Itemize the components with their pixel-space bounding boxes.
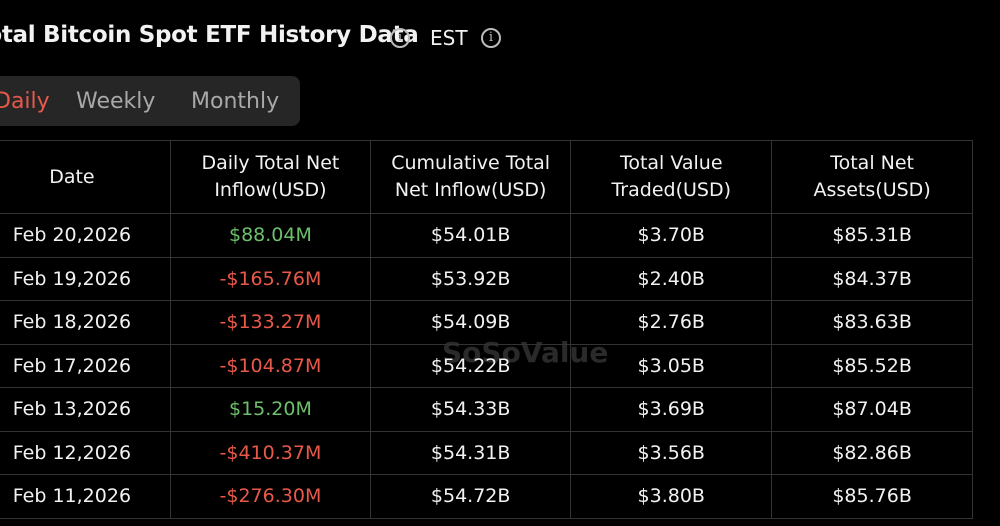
- tab[interactable]: Monthly: [191, 89, 280, 114]
- header-text: Cumulative Total: [391, 152, 551, 174]
- cell: -$165.76M: [169, 256, 372, 301]
- cell: $54.09B: [370, 300, 572, 345]
- column-header: Total Net Assets(USD): [771, 140, 973, 214]
- cell: -$133.27M: [169, 300, 372, 345]
- cell: $54.01B: [370, 213, 572, 258]
- tab[interactable]: Daily: [0, 89, 50, 114]
- cell: $83.63B: [771, 300, 973, 345]
- cell: $54.33B: [370, 387, 572, 432]
- header-text: Traded(USD): [611, 179, 731, 201]
- cell: -$410.37M: [169, 430, 372, 475]
- cell: Feb 19,2026: [0, 256, 171, 301]
- cell: $85.52B: [771, 343, 973, 388]
- data-row: Feb 13,2026 $15.20M $54.33B $3.69B $87.04B: [0, 387, 973, 432]
- cell: $54.31B: [370, 430, 572, 475]
- header-text: Total Value: [619, 152, 723, 174]
- header-row: Date Daily Total Net Inflow(USD) Cumulative…: [0, 140, 973, 214]
- data-row: Feb 18,2026 -$133.27M $54.09B $2.76B $83.63B: [0, 300, 973, 345]
- cell: $85.76B: [771, 474, 973, 519]
- cell: Feb 11,2026: [0, 474, 171, 519]
- column-header: Daily Total Net Inflow(USD): [169, 140, 372, 214]
- cell: $54.72B: [370, 474, 572, 519]
- header-text: Net Inflow(USD): [394, 179, 547, 201]
- data-row: Feb 19,2026 -$165.76M $53.92B $2.40B $84.37B: [0, 256, 973, 301]
- header-text: Date: [49, 165, 95, 188]
- cell: $3.70B: [570, 213, 773, 258]
- cell: $85.31B: [771, 213, 973, 258]
- tab-group: Daily Weekly Monthly: [0, 76, 300, 126]
- cell: $88.04M: [169, 213, 372, 258]
- cell: $3.05B: [570, 343, 773, 388]
- column-header: Total Value Traded(USD): [570, 140, 773, 214]
- cell: -$276.30M: [169, 474, 372, 519]
- cell: Feb 12,2026: [0, 430, 171, 475]
- page-title: Total Bitcoin Spot ETF History Data: [0, 22, 419, 48]
- history-table: Date Daily Total Net Inflow(USD) Cumulative…: [0, 140, 973, 519]
- cell: $2.76B: [570, 300, 773, 345]
- header-text: Total Net: [830, 152, 914, 174]
- cell: -$104.87M: [169, 343, 372, 388]
- cell: $3.56B: [570, 430, 773, 475]
- data-row: Feb 12,2026 -$410.37M $54.31B $3.56B $82.86B: [0, 430, 973, 475]
- data-row: Feb 20,2026 $88.04M $54.01B $3.70B $85.31B: [0, 213, 973, 258]
- header-text: Inflow(USD): [214, 179, 327, 201]
- timezone[interactable]: EST: [430, 26, 468, 50]
- cell: Feb 20,2026: [0, 213, 171, 258]
- cell: $82.86B: [771, 430, 973, 475]
- cell: Feb 13,2026: [0, 387, 171, 432]
- cell: $15.20M: [169, 387, 372, 432]
- cell: $53.92B: [370, 256, 572, 301]
- data-row: Feb 11,2026 -$276.30M $54.72B $3.80B $85.76B: [0, 474, 973, 519]
- header-text: Daily Total Net: [201, 152, 340, 174]
- cell: $84.37B: [771, 256, 973, 301]
- data-row: Feb 17,2026 -$104.87M $54.22B $3.05B $85.52B: [0, 343, 973, 388]
- tab[interactable]: Weekly: [76, 89, 156, 114]
- cell: $2.40B: [570, 256, 773, 301]
- column-header: Cumulative Total Net Inflow(USD): [370, 140, 572, 214]
- cell: $3.80B: [570, 474, 773, 519]
- cell: Feb 17,2026: [0, 343, 171, 388]
- cell: $3.69B: [570, 387, 773, 432]
- column-header: Date: [0, 140, 171, 214]
- cell: $87.04B: [771, 387, 973, 432]
- cell: $54.22B: [370, 343, 572, 388]
- cell: Feb 18,2026: [0, 300, 171, 345]
- info-icon[interactable]: i: [390, 28, 410, 48]
- info-icon[interactable]: i: [481, 28, 501, 48]
- header-text: Assets(USD): [813, 179, 931, 201]
